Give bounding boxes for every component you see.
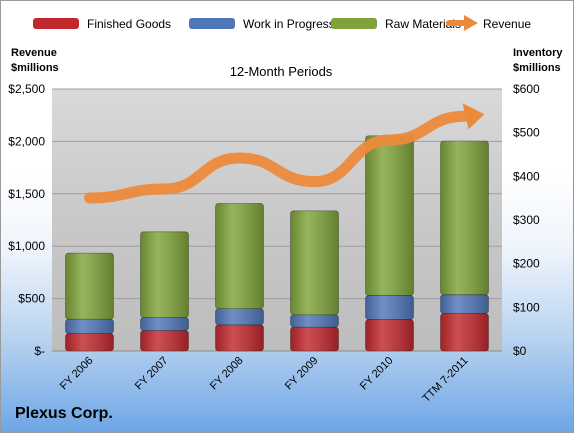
right-tick-label: $500 <box>513 126 540 140</box>
right-tick-label: $600 <box>513 82 540 96</box>
bar-stack <box>290 210 339 352</box>
category-labels: FY 2006 FY 2007 FY 2008 FY 2009 FY 2010 TTM 7… <box>58 355 471 405</box>
legend-item-work-in-progress: Work in Progress <box>189 17 335 31</box>
bar-shading <box>215 203 264 309</box>
stacked-bars <box>65 135 489 352</box>
bar-shading <box>215 308 264 325</box>
legend-swatch-finished-goods <box>33 18 79 29</box>
right-axis-ticks: $0 $100 $200 $300 $400 $500 $600 <box>513 82 540 358</box>
bar-stack <box>65 252 114 352</box>
right-tick-label: $0 <box>513 344 527 358</box>
left-tick-label: $500 <box>18 292 45 306</box>
left-axis-ticks: $- $500 $1,000 $1,500 $2,000 $2,500 <box>8 82 45 358</box>
legend-item-raw-materials: Raw Materials <box>331 17 461 31</box>
bar-shading <box>290 210 339 315</box>
right-tick-label: $400 <box>513 169 540 183</box>
legend-item-finished-goods: Finished Goods <box>33 17 171 31</box>
bar-shading <box>290 314 339 327</box>
legend-label-finished-goods: Finished Goods <box>87 17 171 31</box>
bar-shading <box>65 333 114 351</box>
bar-shading <box>65 253 114 320</box>
legend-label-work-in-progress: Work in Progress <box>243 17 335 31</box>
legend: Finished Goods Work in Progress Raw Mate… <box>33 15 531 31</box>
left-tick-label: $- <box>34 344 45 358</box>
bar-stack <box>365 135 414 352</box>
bar-shading <box>65 319 114 334</box>
category-label: FY 2010 <box>358 355 396 393</box>
left-axis-title-line-2: $millions <box>11 62 59 74</box>
category-label: FY 2008 <box>208 355 246 393</box>
bar-stack <box>140 231 189 352</box>
category-label: FY 2007 <box>133 355 171 393</box>
bar-shading <box>140 231 189 318</box>
right-tick-label: $100 <box>513 300 540 314</box>
legend-item-revenue: Revenue <box>446 15 531 31</box>
company-name: Plexus Corp. <box>15 405 113 422</box>
right-axis-title-line-2: $millions <box>513 62 561 74</box>
legend-arrowhead-revenue <box>464 15 478 31</box>
bar-shading <box>440 140 489 295</box>
right-axis-title-line-1: Inventory <box>513 47 563 59</box>
plot-subtitle: 12-Month Periods <box>230 64 333 79</box>
right-tick-label: $200 <box>513 257 540 271</box>
left-tick-label: $1,500 <box>8 187 45 201</box>
left-tick-label: $1,000 <box>8 239 45 253</box>
bar-shading <box>140 317 189 331</box>
bar-shading <box>440 313 489 351</box>
legend-label-raw-materials: Raw Materials <box>385 17 461 31</box>
bar-shading <box>365 135 414 296</box>
bar-shading <box>215 324 264 351</box>
bar-shading <box>290 326 339 351</box>
left-axis-title-line-1: Revenue <box>11 47 57 59</box>
category-label: FY 2009 <box>283 355 321 393</box>
bar-shading <box>365 319 414 351</box>
revenue-arrowhead <box>462 103 485 130</box>
category-label: TTM 7-2011 <box>420 355 470 405</box>
revenue-line-layer <box>84 103 485 204</box>
legend-label-revenue: Revenue <box>483 17 531 31</box>
bar-shading <box>365 295 414 320</box>
right-tick-label: $300 <box>513 213 540 227</box>
legend-swatch-raw-materials <box>331 18 377 29</box>
bar-shading <box>140 330 189 351</box>
left-tick-label: $2,000 <box>8 134 45 148</box>
bar-stack <box>440 140 489 352</box>
left-tick-label: $2,500 <box>8 82 45 96</box>
bar-stack <box>215 203 264 352</box>
revenue-line <box>84 110 470 204</box>
legend-swatch-work-in-progress <box>189 18 235 29</box>
bar-shading <box>440 294 489 314</box>
category-label: FY 2006 <box>58 355 96 393</box>
